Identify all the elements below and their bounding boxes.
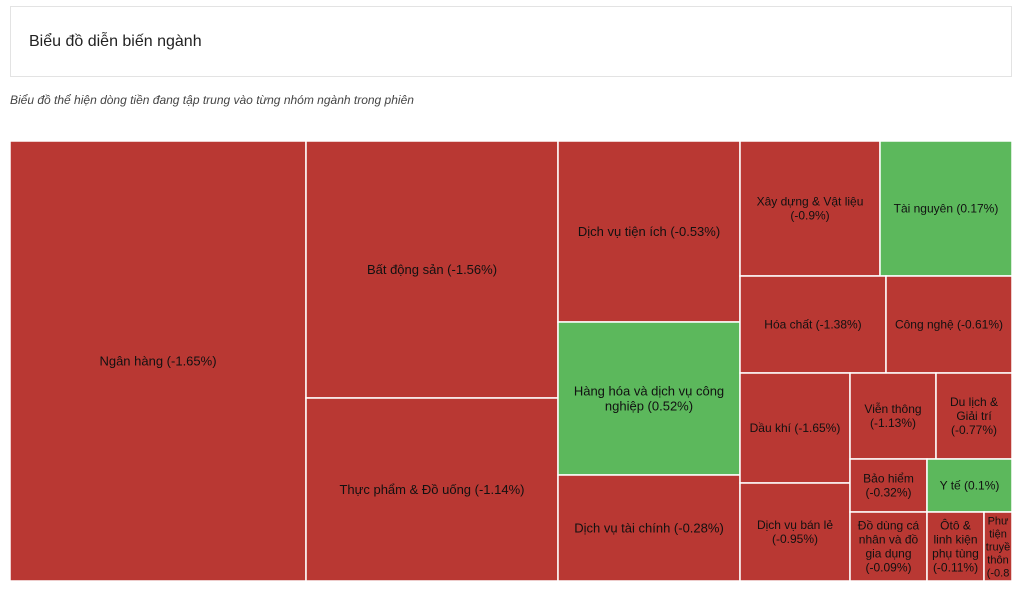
tile-rect (739, 140, 881, 277)
tile-do-dung-ca-nhan-va-do-gia-dung[interactable]: Đồ dùng cá nhân và đồ gia dụng (-0.09%) (849, 511, 928, 582)
tile-rect (849, 511, 928, 582)
tile-rect (305, 397, 559, 582)
tile-label: Bảo hiểm (-0.32%) (863, 472, 914, 500)
tile-rect (557, 140, 741, 323)
tile-label: Tài nguyên (0.17%) (894, 202, 999, 216)
tile-label: Hàng hóa và dịch vụ công nghiệp (0.52%) (574, 384, 724, 414)
tile-label: Dầu khí (-1.65%) (750, 421, 841, 435)
tile-vien-thong[interactable]: Viễn thông (-1.13%) (849, 372, 937, 460)
tile-label: Y tế (0.1%) (940, 479, 1000, 493)
tile-label: Công nghệ (-0.61%) (895, 318, 1003, 332)
tile-rect (849, 372, 937, 460)
tile-hoa-chat[interactable]: Hóa chất (-1.38%) (739, 275, 887, 374)
tile-label: Dịch vụ tài chính (-0.28%) (574, 521, 724, 536)
tile-cong-nghe[interactable]: Công nghệ (-0.61%) (885, 275, 1013, 374)
tile-label: Bất động sản (-1.56%) (367, 262, 497, 277)
tile-rect (885, 275, 1013, 374)
chart-card-title: Biểu đồ diễn biến ngành (29, 33, 202, 50)
tile-rect (849, 458, 928, 513)
tile-tai-nguyen[interactable]: Tài nguyên (0.17%) (879, 140, 1013, 277)
tile-xay-dung-vat-lieu[interactable]: Xây dựng & Vật liệu (-0.9%) (739, 140, 881, 277)
tile-rect (305, 140, 559, 399)
chart-card-header: Biểu đồ diễn biến ngành (10, 6, 1012, 77)
tile-label: Dịch vụ bán lẻ (-0.95%) (757, 518, 833, 546)
tile-rect (557, 474, 741, 582)
tile-rect (739, 275, 887, 374)
tile-label: Ôtô & linh kiện phụ tùng (-0.11%) (932, 518, 979, 575)
tile-du-lich-giai-tri[interactable]: Du lịch & Giải trí (-0.77%) (935, 372, 1013, 460)
tile-phuong-tien-truyen-thong[interactable]: Phư tiện truyề thôn (-0.8 (983, 511, 1013, 582)
tile-label: Hóa chất (-1.38%) (764, 318, 861, 332)
tile-label: Xây dựng & Vật liệu (-0.9%) (757, 195, 864, 223)
tile-label: Phư tiện truyề thôn (-0.8 (986, 515, 1010, 579)
chart-caption: Biểu đồ thể hiện dòng tiền đang tập trun… (10, 93, 414, 107)
tile-label: Dịch vụ tiện ích (-0.53%) (578, 224, 720, 239)
tile-dau-khi[interactable]: Dầu khí (-1.65%) (739, 372, 851, 484)
tile-label: Ngân hàng (-1.65%) (99, 354, 216, 369)
tile-label: Thực phẩm & Đồ uống (-1.14%) (339, 482, 524, 497)
tile-label: Viễn thông (-1.13%) (864, 401, 921, 430)
tile-rect (557, 321, 741, 476)
tile-oto-linh-kien-phu-tung[interactable]: Ôtô & linh kiện phụ tùng (-0.11%) (926, 511, 985, 582)
tile-dich-vu-tien-ich[interactable]: Dịch vụ tiện ích (-0.53%) (557, 140, 741, 323)
tile-rect (983, 511, 1013, 582)
tile-dich-vu-tai-chinh[interactable]: Dịch vụ tài chính (-0.28%) (557, 474, 741, 582)
tile-rect (739, 482, 851, 582)
tile-label: Du lịch & Giải trí (-0.77%) (950, 395, 998, 437)
tile-rect (879, 140, 1013, 277)
tile-bao-hiem[interactable]: Bảo hiểm (-0.32%) (849, 458, 928, 513)
tile-rect (926, 458, 1013, 513)
tile-hang-hoa-va-dich-vu-cong-nghiep[interactable]: Hàng hóa và dịch vụ công nghiệp (0.52%) (557, 321, 741, 476)
tile-bat-dong-san[interactable]: Bất động sản (-1.56%) (305, 140, 559, 399)
tile-dich-vu-ban-le[interactable]: Dịch vụ bán lẻ (-0.95%) (739, 482, 851, 582)
tile-label: Đồ dùng cá nhân và đồ gia dụng (-0.09%) (858, 519, 920, 575)
tile-rect (935, 372, 1013, 460)
tile-y-te[interactable]: Y tế (0.1%) (926, 458, 1013, 513)
tile-ngan-hang[interactable]: Ngân hàng (-1.65%) (9, 140, 307, 582)
tile-thuc-pham-do-uong[interactable]: Thực phẩm & Đồ uống (-1.14%) (305, 397, 559, 582)
tile-rect (739, 372, 851, 484)
